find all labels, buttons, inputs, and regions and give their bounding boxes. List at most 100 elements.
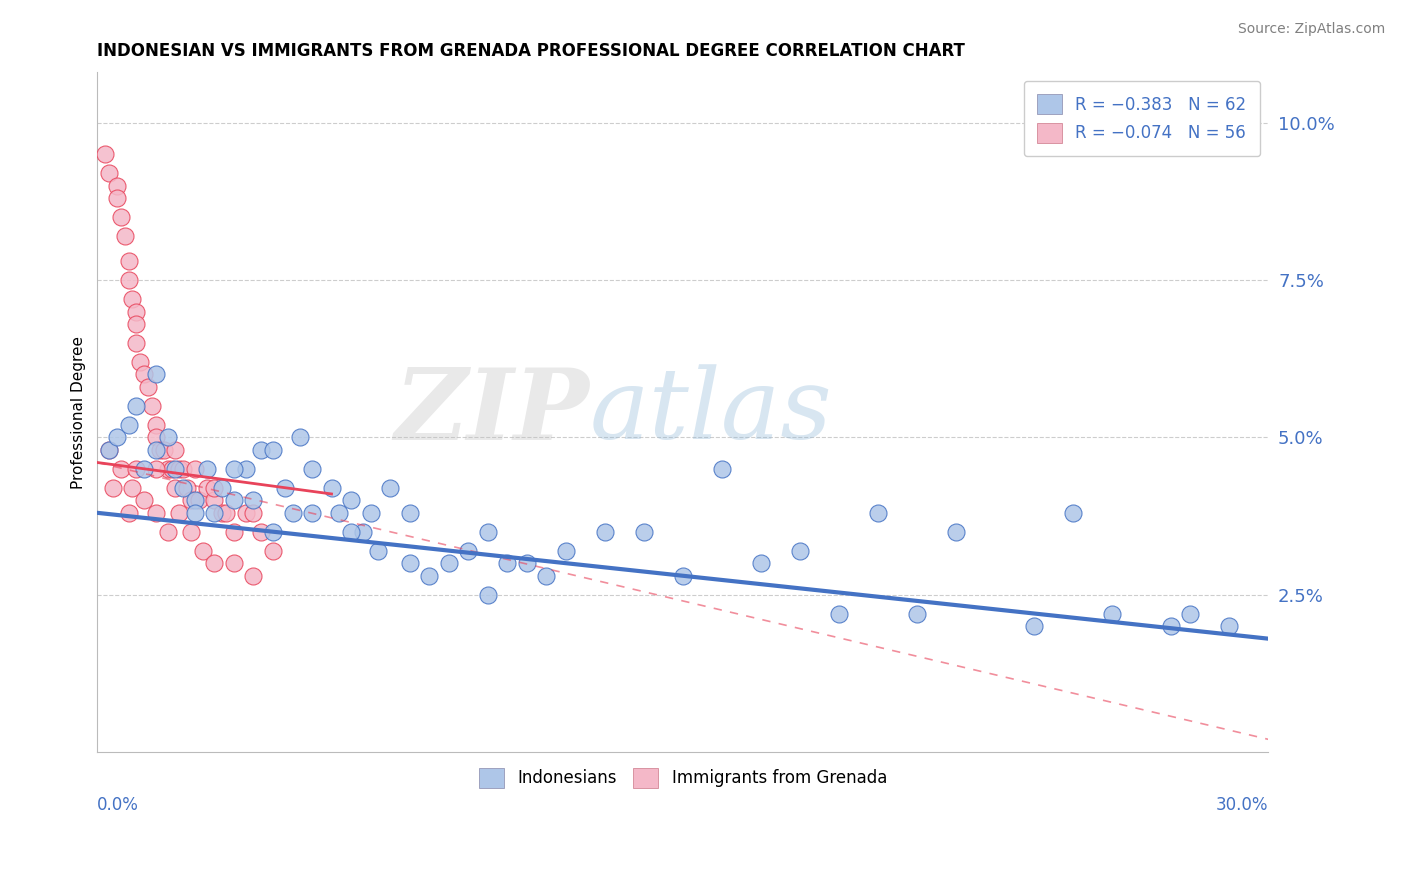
Point xyxy=(184,462,207,476)
Y-axis label: Professional Degree: Professional Degree xyxy=(72,335,86,489)
Point xyxy=(94,147,117,161)
Point xyxy=(149,442,172,457)
Point xyxy=(156,430,179,444)
Point xyxy=(125,462,148,476)
Point xyxy=(352,524,374,539)
Point xyxy=(134,368,156,382)
Point xyxy=(215,506,238,520)
Point xyxy=(1218,619,1240,633)
Point xyxy=(477,524,499,539)
Point xyxy=(211,506,233,520)
Text: ZIP: ZIP xyxy=(394,364,589,460)
Point xyxy=(477,588,499,602)
Legend: Indonesians, Immigrants from Grenada: Indonesians, Immigrants from Grenada xyxy=(472,761,894,795)
Point xyxy=(593,524,616,539)
Point xyxy=(1022,619,1045,633)
Point xyxy=(110,462,132,476)
Point xyxy=(141,399,163,413)
Point xyxy=(235,506,257,520)
Point xyxy=(211,481,233,495)
Point xyxy=(105,430,128,444)
Point xyxy=(262,442,284,457)
Point xyxy=(121,292,143,306)
Point xyxy=(165,462,187,476)
Point xyxy=(172,481,194,495)
Point xyxy=(235,462,257,476)
Point xyxy=(156,462,179,476)
Point xyxy=(516,556,538,570)
Text: Source: ZipAtlas.com: Source: ZipAtlas.com xyxy=(1237,22,1385,37)
Point xyxy=(749,556,772,570)
Point xyxy=(145,368,167,382)
Point xyxy=(105,191,128,205)
Point xyxy=(145,417,167,432)
Point xyxy=(125,399,148,413)
Point xyxy=(398,556,420,570)
Point xyxy=(114,229,136,244)
Point xyxy=(152,442,174,457)
Point xyxy=(110,210,132,224)
Point xyxy=(457,543,479,558)
Point xyxy=(98,442,121,457)
Point xyxy=(145,506,167,520)
Point xyxy=(169,462,191,476)
Text: atlas: atlas xyxy=(589,365,832,459)
Point xyxy=(129,355,152,369)
Point xyxy=(145,430,167,444)
Point xyxy=(184,493,207,508)
Point xyxy=(710,462,733,476)
Point xyxy=(204,493,226,508)
Point xyxy=(195,481,218,495)
Point xyxy=(222,462,245,476)
Point xyxy=(945,524,967,539)
Point xyxy=(134,462,156,476)
Point xyxy=(136,380,159,394)
Point xyxy=(187,493,209,508)
Point xyxy=(321,481,343,495)
Point xyxy=(105,178,128,193)
Point xyxy=(633,524,655,539)
Point xyxy=(134,493,156,508)
Point xyxy=(156,524,179,539)
Point xyxy=(191,543,214,558)
Point xyxy=(1180,607,1202,621)
Point xyxy=(145,442,167,457)
Point xyxy=(222,493,245,508)
Point xyxy=(398,506,420,520)
Point xyxy=(184,506,207,520)
Point xyxy=(195,462,218,476)
Text: 0.0%: 0.0% xyxy=(97,796,139,814)
Point xyxy=(117,506,139,520)
Point xyxy=(672,568,695,582)
Point xyxy=(250,442,273,457)
Point xyxy=(1062,506,1084,520)
Point xyxy=(262,543,284,558)
Point xyxy=(301,506,323,520)
Point xyxy=(328,506,350,520)
Point xyxy=(180,493,202,508)
Point xyxy=(1101,607,1123,621)
Point xyxy=(378,481,401,495)
Point xyxy=(828,607,851,621)
Point xyxy=(204,506,226,520)
Point xyxy=(273,481,295,495)
Point xyxy=(121,481,143,495)
Point xyxy=(125,335,148,350)
Point xyxy=(125,304,148,318)
Point xyxy=(301,462,323,476)
Point xyxy=(1160,619,1182,633)
Point xyxy=(180,524,202,539)
Text: INDONESIAN VS IMMIGRANTS FROM GRENADA PROFESSIONAL DEGREE CORRELATION CHART: INDONESIAN VS IMMIGRANTS FROM GRENADA PR… xyxy=(97,42,966,60)
Text: 30.0%: 30.0% xyxy=(1216,796,1268,814)
Point xyxy=(204,556,226,570)
Point xyxy=(160,462,183,476)
Point xyxy=(367,543,389,558)
Point xyxy=(125,317,148,331)
Point xyxy=(176,481,198,495)
Point xyxy=(360,506,382,520)
Point xyxy=(242,493,264,508)
Point xyxy=(172,462,194,476)
Point xyxy=(165,481,187,495)
Point xyxy=(117,273,139,287)
Point xyxy=(340,493,363,508)
